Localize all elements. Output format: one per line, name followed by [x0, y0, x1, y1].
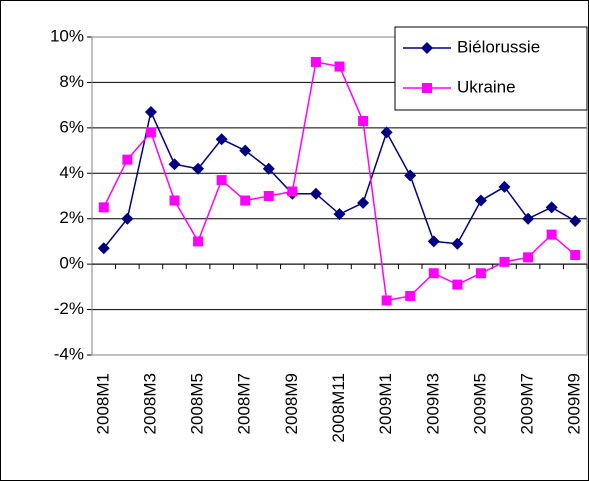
data-point [405, 290, 416, 301]
y-tick-label: 4% [59, 163, 84, 182]
y-tick-label: 0% [59, 254, 84, 273]
data-point [498, 180, 511, 193]
data-point [381, 295, 392, 306]
y-tick-label: 6% [59, 117, 84, 136]
data-point [145, 127, 156, 138]
legend-marker [422, 83, 432, 93]
plot-area [91, 36, 588, 356]
data-point [98, 202, 109, 213]
data-point [310, 56, 321, 67]
data-point [309, 187, 322, 200]
y-tick-label: 2% [59, 208, 84, 227]
data-point [193, 236, 204, 247]
data-point [570, 250, 581, 261]
data-point [262, 162, 275, 175]
data-point [215, 133, 228, 146]
data-point [169, 195, 180, 206]
legend-box [394, 26, 588, 111]
data-point [475, 268, 486, 279]
data-point [452, 279, 463, 290]
x-tick-label: 2008M11 [329, 373, 348, 443]
data-point [427, 235, 440, 248]
data-point [333, 208, 346, 221]
data-point [499, 256, 510, 267]
data-point [380, 126, 393, 139]
data-point [168, 158, 181, 171]
y-tick-label: -4% [54, 344, 84, 363]
data-point [239, 144, 252, 157]
data-point [451, 237, 464, 250]
data-point [192, 162, 205, 175]
data-point [287, 186, 298, 197]
data-point [404, 169, 417, 182]
x-tick-label: 2009M9 [565, 373, 584, 434]
data-point [474, 194, 487, 207]
data-point [97, 242, 110, 255]
data-point [428, 268, 439, 279]
data-point [358, 116, 369, 127]
x-tick-label: 2009M1 [376, 373, 395, 434]
data-point [216, 175, 227, 186]
data-point [522, 212, 535, 225]
data-point [240, 195, 251, 206]
data-point [545, 201, 558, 214]
data-point [546, 229, 557, 240]
x-tick-label: 2008M5 [188, 373, 207, 434]
data-point [144, 105, 157, 118]
y-tick-label: 8% [59, 72, 84, 91]
data-point [334, 61, 345, 72]
x-tick-label: 2008M3 [140, 373, 159, 434]
data-point [263, 191, 274, 201]
y-tick-label: 10% [50, 26, 84, 45]
data-point [569, 214, 582, 227]
data-point [523, 252, 534, 263]
x-tick-label: 2008M7 [235, 373, 254, 434]
x-tick-label: 2009M5 [470, 373, 489, 434]
data-point [121, 212, 134, 225]
legend-marker [421, 42, 433, 54]
data-point [122, 154, 133, 165]
data-point [357, 196, 370, 209]
y-tick-label: -2% [54, 299, 84, 318]
x-tick-label: 2008M1 [93, 373, 112, 434]
x-tick-label: 2009M7 [518, 373, 537, 434]
legend-label: Biélorussie [457, 37, 540, 56]
x-tick-label: 2009M3 [423, 373, 442, 434]
legend-label: Ukraine [457, 77, 516, 96]
x-tick-label: 2008M9 [282, 373, 301, 434]
